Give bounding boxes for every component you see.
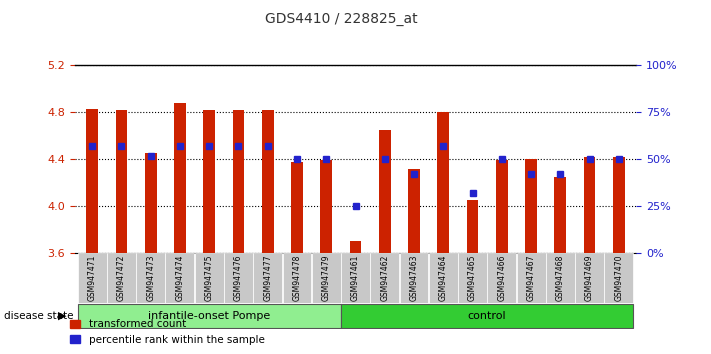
Bar (517, 253, 545, 303)
Bar (116, 110, 127, 253)
Bar (253, 253, 282, 303)
Bar (496, 160, 508, 253)
Bar (224, 253, 253, 303)
Bar (291, 162, 303, 253)
Bar (429, 253, 458, 303)
Bar (408, 169, 420, 253)
Text: GSM947474: GSM947474 (176, 255, 184, 301)
Bar (613, 157, 625, 253)
Bar (137, 253, 165, 303)
Text: infantile-onset Pompe: infantile-onset Pompe (148, 311, 270, 321)
Text: GSM947465: GSM947465 (468, 255, 477, 301)
Bar (437, 113, 449, 253)
Bar (350, 241, 361, 253)
Bar (77, 304, 341, 328)
Text: control: control (468, 311, 506, 321)
Bar (321, 160, 332, 253)
Text: GSM947470: GSM947470 (614, 255, 624, 301)
Text: GSM947462: GSM947462 (380, 255, 389, 301)
Bar (107, 253, 136, 303)
Bar (145, 153, 156, 253)
Bar (379, 130, 390, 253)
Bar (166, 253, 194, 303)
Bar (341, 304, 634, 328)
Bar (555, 177, 566, 253)
Text: GSM947475: GSM947475 (205, 255, 214, 301)
Bar (466, 200, 479, 253)
Bar (546, 253, 574, 303)
Text: disease state: disease state (4, 311, 73, 321)
Bar (232, 110, 245, 253)
Bar (262, 110, 274, 253)
Bar (584, 157, 595, 253)
Bar (370, 253, 400, 303)
Text: ▶: ▶ (58, 311, 67, 321)
Bar (575, 253, 604, 303)
Bar (77, 253, 107, 303)
Bar (311, 253, 341, 303)
Bar (282, 253, 311, 303)
Bar (604, 253, 634, 303)
Text: GSM947468: GSM947468 (556, 255, 565, 301)
Text: GSM947461: GSM947461 (351, 255, 360, 301)
Text: GSM947472: GSM947472 (117, 255, 126, 301)
Text: GSM947477: GSM947477 (263, 255, 272, 301)
Text: GSM947478: GSM947478 (292, 255, 301, 301)
Bar (525, 159, 537, 253)
Text: GSM947476: GSM947476 (234, 255, 243, 301)
Bar (174, 103, 186, 253)
Bar (86, 109, 98, 253)
Text: GSM947473: GSM947473 (146, 255, 155, 301)
Bar (203, 110, 215, 253)
Bar (341, 253, 370, 303)
Text: GSM947467: GSM947467 (527, 255, 535, 301)
Legend: transformed count, percentile rank within the sample: transformed count, percentile rank withi… (65, 315, 269, 349)
Text: GDS4410 / 228825_at: GDS4410 / 228825_at (265, 12, 417, 27)
Text: GSM947466: GSM947466 (497, 255, 506, 301)
Text: GSM947464: GSM947464 (439, 255, 448, 301)
Bar (195, 253, 224, 303)
Bar (400, 253, 429, 303)
Text: GSM947479: GSM947479 (322, 255, 331, 301)
Bar (458, 253, 487, 303)
Text: GSM947469: GSM947469 (585, 255, 594, 301)
Bar (487, 253, 516, 303)
Text: GSM947463: GSM947463 (410, 255, 419, 301)
Text: GSM947471: GSM947471 (87, 255, 97, 301)
